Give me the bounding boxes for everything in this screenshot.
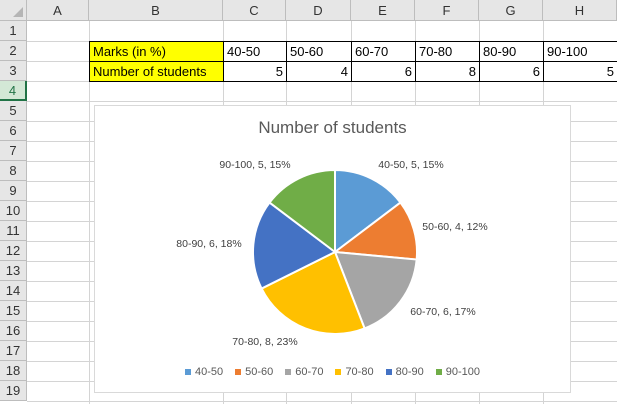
row-header-8[interactable]: 8 (0, 161, 27, 181)
row-header-1[interactable]: 1 (0, 21, 27, 41)
gridline (89, 21, 90, 404)
data-label: 90-100, 5, 15% (219, 159, 290, 171)
cell-category[interactable]: 40-50 (223, 41, 287, 62)
pie-slice-60-70[interactable] (333, 250, 418, 330)
legend-item[interactable]: 90-100 (435, 366, 480, 378)
column-header-h[interactable]: H (543, 0, 617, 21)
column-header-e[interactable]: E (351, 0, 415, 21)
row-header-15[interactable]: 15 (0, 301, 27, 321)
row-header-17[interactable]: 17 (0, 341, 27, 361)
row-header-16[interactable]: 16 (0, 321, 27, 341)
legend-item[interactable]: 50-60 (235, 366, 273, 378)
gridline (27, 401, 617, 402)
column-header-d[interactable]: D (286, 0, 351, 21)
column-header-c[interactable]: C (223, 0, 286, 21)
row-header-7[interactable]: 7 (0, 141, 27, 161)
row-header-4[interactable]: 4 (0, 81, 27, 101)
row-header-13[interactable]: 13 (0, 261, 27, 281)
chart-legend: 40-50 50-60 60-70 70-80 80-90 90-100 (95, 366, 570, 378)
data-label: 80-90, 6, 18% (176, 238, 241, 250)
row-selection-indicator (0, 99, 27, 101)
legend-label: 50-60 (245, 366, 274, 378)
legend-label: 40-50 (195, 366, 224, 378)
column-header-f[interactable]: F (415, 0, 479, 21)
legend-item[interactable]: 40-50 (185, 366, 223, 378)
legend-item[interactable]: 70-80 (335, 366, 374, 378)
row-header-18[interactable]: 18 (0, 361, 27, 381)
legend-label: 70-80 (345, 366, 374, 378)
column-header-b[interactable]: B (89, 0, 223, 21)
legend-swatch (385, 369, 392, 375)
cell-value[interactable]: 5 (223, 61, 287, 82)
cell-value[interactable]: 6 (351, 61, 416, 82)
cell-value[interactable]: 6 (479, 61, 544, 82)
pie-slice-90-100[interactable] (268, 168, 336, 255)
cell-category[interactable]: 90-100 (543, 41, 617, 62)
cell-value[interactable]: 4 (286, 61, 352, 82)
cell-category[interactable]: 50-60 (286, 41, 352, 62)
cell-value[interactable]: 8 (415, 61, 480, 82)
row-header-5[interactable]: 5 (0, 101, 27, 121)
row-header-9[interactable]: 9 (0, 181, 27, 201)
legend-swatch (285, 369, 292, 375)
pie-chart-plot: 40-50, 5, 15% 50-60, 4, 12% 60-70, 6, 17% 7… (176, 159, 487, 348)
row-header-12[interactable]: 12 (0, 241, 27, 261)
pie-slice-50-60[interactable] (332, 201, 418, 261)
row-header-10[interactable]: 10 (0, 201, 27, 221)
pie-chart[interactable]: Number of students 40-50, 5, 15% 50-60, 4… (94, 105, 571, 393)
cell-category[interactable]: 60-70 (351, 41, 416, 62)
row-header-6[interactable]: 6 (0, 121, 27, 141)
column-header-g[interactable]: G (479, 0, 543, 21)
data-label: 60-70, 6, 17% (410, 306, 475, 318)
data-label: 70-80, 8, 23% (232, 336, 297, 348)
data-label: 50-60, 4, 12% (422, 221, 487, 233)
select-all-button[interactable] (0, 0, 27, 21)
legend-swatch (435, 369, 442, 375)
legend-label: 90-100 (445, 366, 480, 378)
legend-item[interactable]: 60-70 (285, 366, 323, 378)
pie-slice-80-90[interactable] (252, 201, 337, 290)
legend-item[interactable]: 80-90 (385, 366, 424, 378)
column-header-a[interactable]: A (27, 0, 89, 21)
chart-title: Number of students (258, 118, 407, 137)
pie-slice-40-50[interactable] (334, 168, 402, 255)
legend-label: 80-90 (395, 366, 424, 378)
row-header-11[interactable]: 11 (0, 221, 27, 241)
legend-swatch (185, 369, 192, 375)
row-header-2[interactable]: 2 (0, 41, 27, 61)
cell-b3-students-label[interactable]: Number of students (89, 61, 224, 82)
pie-slice-70-80[interactable] (260, 250, 366, 335)
data-label: 40-50, 5, 15% (378, 159, 443, 171)
legend-swatch (235, 369, 242, 375)
row-header-3[interactable]: 3 (0, 61, 27, 81)
row-header-14[interactable]: 14 (0, 281, 27, 301)
gridline (27, 101, 617, 102)
cell-value[interactable]: 5 (543, 61, 617, 82)
cell-b2-marks-label[interactable]: Marks (in %) (89, 41, 224, 62)
row-header-19[interactable]: 19 (0, 381, 27, 401)
cell-category[interactable]: 70-80 (415, 41, 480, 62)
legend-label: 60-70 (295, 366, 324, 378)
cell-category[interactable]: 80-90 (479, 41, 544, 62)
legend-swatch (335, 369, 342, 375)
